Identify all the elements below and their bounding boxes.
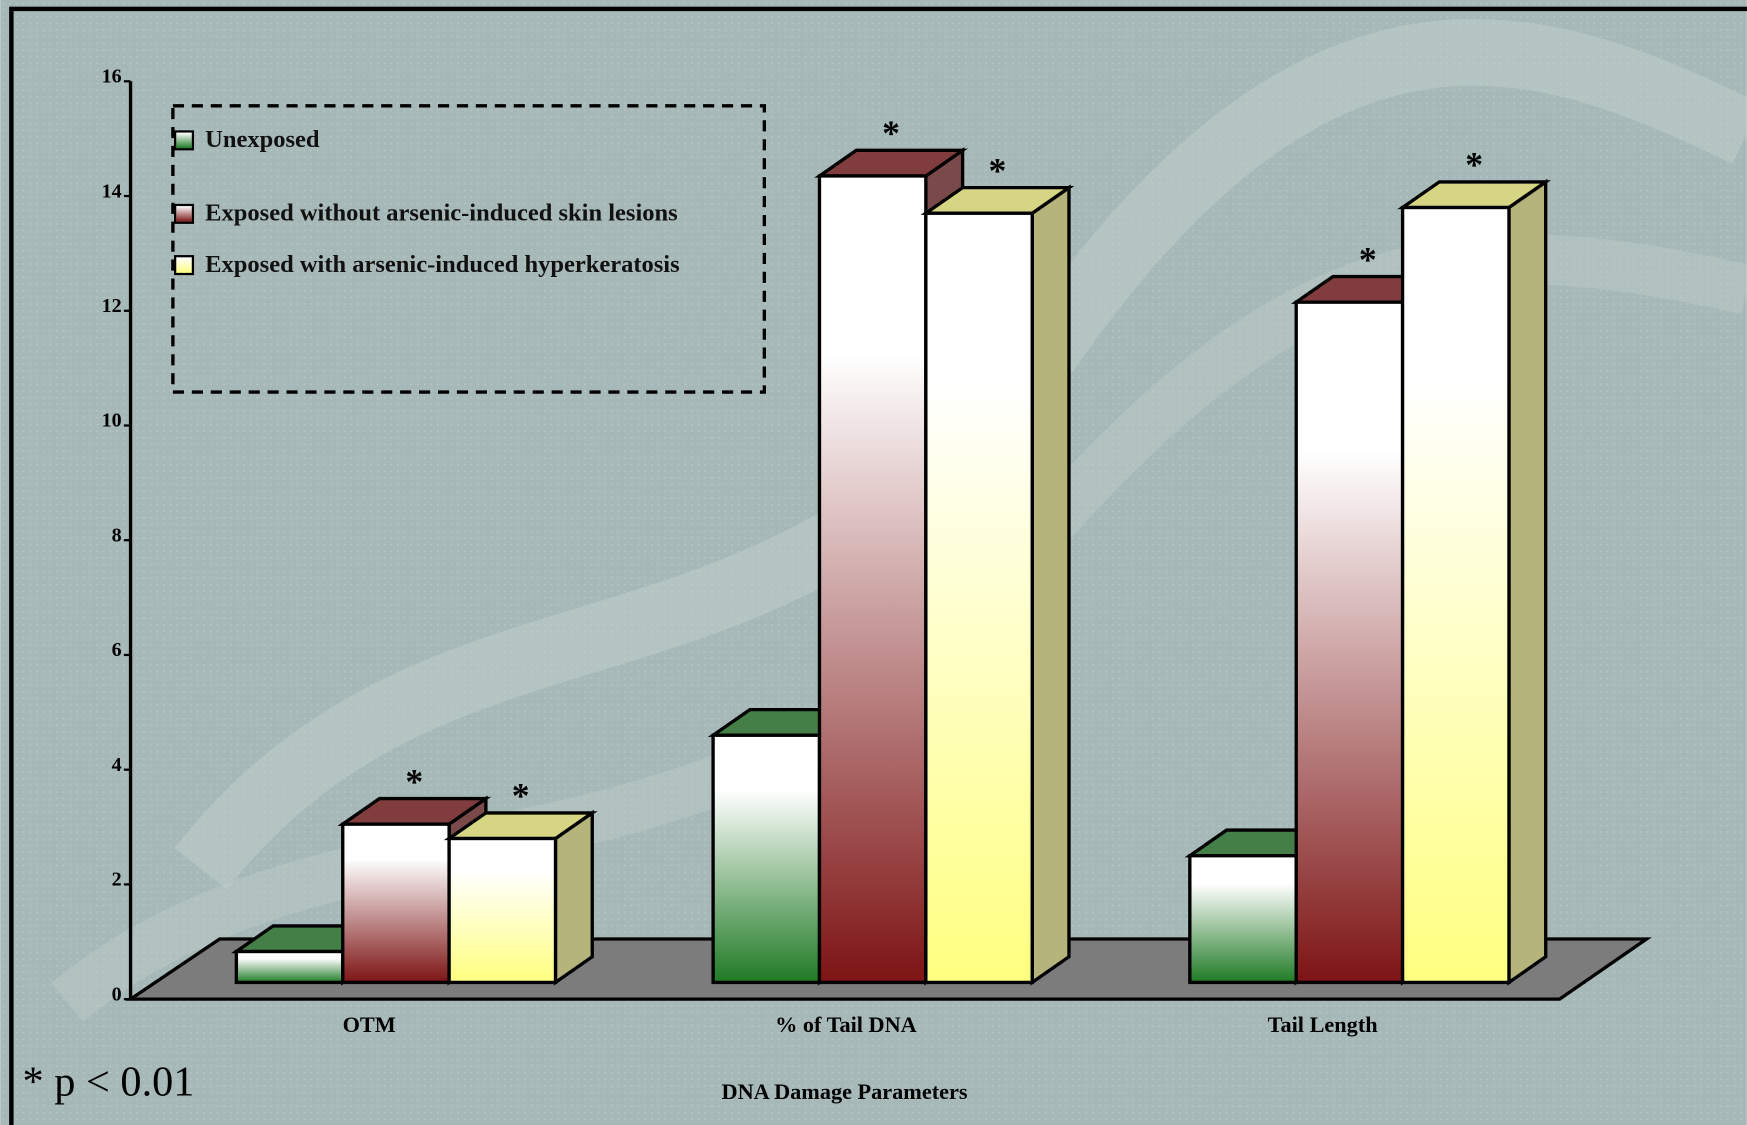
legend-border <box>171 104 767 394</box>
legend-swatch <box>173 255 195 276</box>
significance-mark: * <box>405 761 423 801</box>
y-tick-label: 2 <box>112 869 122 891</box>
legend: Unexposed Exposed without arsenic-induced… <box>173 120 759 283</box>
y-tick-label: 8 <box>112 524 122 546</box>
y-tick-label: 14 <box>102 180 122 202</box>
significance-mark: * <box>1359 239 1377 279</box>
legend-item: Exposed without arsenic-induced skin les… <box>173 194 759 232</box>
bar <box>711 733 822 985</box>
x-tick-label: Tail Length <box>1268 1012 1379 1037</box>
bar-side <box>1030 184 1071 986</box>
bar <box>341 822 451 985</box>
legend-label: Unexposed <box>205 124 320 153</box>
bar <box>234 949 345 985</box>
significance-mark: * <box>512 776 530 816</box>
y-tick-label: 12 <box>102 295 122 317</box>
significance-mark: * <box>989 150 1007 190</box>
y-tick-label: 16 <box>102 66 122 88</box>
y-tick-label: 10 <box>102 410 122 432</box>
legend-swatch <box>173 203 195 224</box>
y-tick-label: 6 <box>112 639 122 661</box>
frame <box>9 6 1747 1125</box>
bar <box>924 211 1034 985</box>
bar <box>1400 205 1511 985</box>
y-tick-label: 4 <box>112 754 122 776</box>
significance-mark: * <box>1465 145 1483 185</box>
legend-swatch <box>173 130 195 151</box>
legend-label: Exposed with arsenic-induced hyperkerato… <box>205 249 680 278</box>
legend-item: Exposed with arsenic-induced hyperkerato… <box>173 245 759 283</box>
bar <box>817 174 928 985</box>
significance-mark: * <box>882 113 900 153</box>
y-tick-label: 0 <box>112 983 122 1005</box>
x-tick-label: OTM <box>343 1012 396 1037</box>
x-axis-label: DNA Damage Parameters <box>722 1079 968 1104</box>
legend-box: Unexposed Exposed without arsenic-induced… <box>173 120 759 283</box>
x-tick-label: % of Tail DNA <box>775 1012 917 1037</box>
bar <box>447 836 558 985</box>
bar <box>1188 854 1298 985</box>
bar <box>1294 300 1405 985</box>
bar-side <box>553 809 594 986</box>
plot: 0 2 4 6 8 10 12 14 16 OTM * * % of Tail DNA * * Tail Le… <box>102 66 1652 1037</box>
legend-label: Exposed without arsenic-induced skin les… <box>205 198 678 227</box>
bar-side <box>1507 178 1548 986</box>
footnote: * p < 0.01 <box>23 1059 195 1106</box>
legend-item: Unexposed <box>173 120 759 158</box>
